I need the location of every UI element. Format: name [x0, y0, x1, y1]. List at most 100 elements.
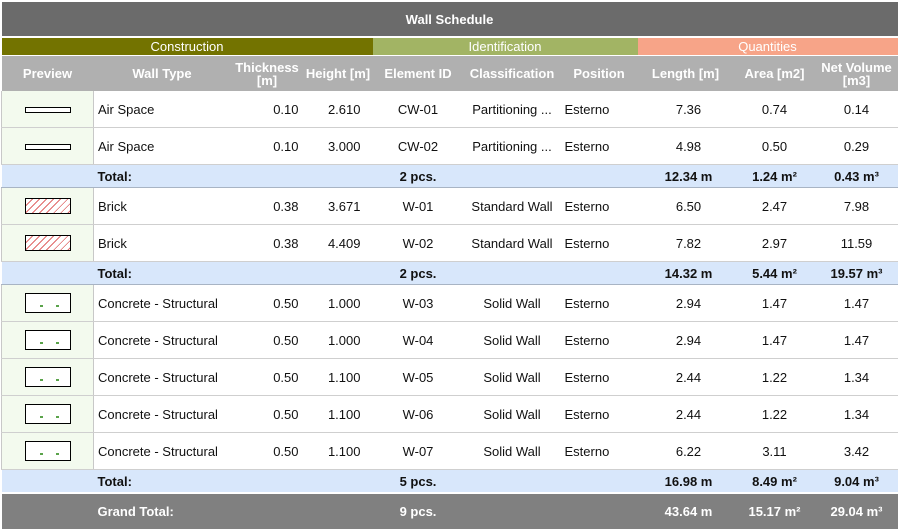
length-cell: 2.94 [637, 284, 734, 322]
area-cell: 2.47 [733, 187, 816, 225]
table-row[interactable]: Brick 0.38 4.409 W-02 Standard Wall Este… [1, 224, 898, 262]
height-cell: 4.409 [303, 224, 373, 262]
classification-cell: Partitioning ... [463, 127, 561, 165]
wall-type-cell: Concrete - Structural [93, 284, 231, 322]
col-header-element-id[interactable]: Element ID [372, 55, 464, 91]
thickness-cell: 0.50 [230, 432, 304, 470]
element-id-cell: W-03 [372, 284, 464, 322]
wall-type-cell: Concrete - Structural [93, 321, 231, 359]
grand-total-count: 9 pcs. [372, 492, 464, 529]
total-count: 5 pcs. [372, 469, 464, 494]
col-header-length[interactable]: Length [m] [637, 55, 734, 91]
group-identification: Identification [372, 37, 638, 56]
preview-cell [1, 284, 94, 322]
classification-cell: Partitioning ... [463, 91, 561, 128]
position-cell: Esterno [560, 127, 638, 165]
preview-cell [1, 127, 94, 165]
length-cell: 4.98 [637, 127, 734, 165]
net-volume-cell: 0.14 [815, 91, 898, 128]
element-id-cell: W-05 [372, 358, 464, 396]
element-id-cell: CW-01 [372, 91, 464, 128]
wall-type-cell: Concrete - Structural [93, 432, 231, 470]
net-volume-cell: 1.34 [815, 358, 898, 396]
length-cell: 7.82 [637, 224, 734, 262]
table-row[interactable]: Brick 0.38 3.671 W-01 Standard Wall Este… [1, 187, 898, 225]
preview-cell [1, 187, 94, 225]
col-header-classification[interactable]: Classification [463, 55, 561, 91]
brick-hatch-swatch-icon [24, 235, 71, 252]
net-volume-cell: 7.98 [815, 187, 898, 225]
position-cell: Esterno [560, 284, 638, 322]
concrete-swatch-icon [24, 441, 71, 461]
thickness-cell: 0.50 [230, 321, 304, 359]
classification-cell: Solid Wall [463, 284, 561, 322]
net-volume-cell: 1.34 [815, 395, 898, 433]
total-label: Total: [93, 469, 231, 494]
grand-total-net-volume: 29.04 m³ [815, 492, 898, 529]
column-header-row: Preview Wall Type Thickness [m] Height [… [1, 55, 898, 91]
total-length: 12.34 m [637, 164, 734, 188]
position-cell: Esterno [560, 91, 638, 128]
area-cell: 0.50 [733, 127, 816, 165]
brick-hatch-swatch-icon [24, 198, 71, 215]
thickness-cell: 0.38 [230, 224, 304, 262]
preview-cell [1, 395, 94, 433]
table-row[interactable]: Air Space 0.10 3.000 CW-02 Partitioning … [1, 127, 898, 165]
area-cell: 3.11 [733, 432, 816, 470]
classification-cell: Solid Wall [463, 432, 561, 470]
table-row[interactable]: Concrete - Structural 0.50 1.100 W-05 So… [1, 358, 898, 396]
grand-total-row: Grand Total: 9 pcs. 43.64 m 15.17 m² 29.… [1, 492, 898, 529]
height-cell: 3.671 [303, 187, 373, 225]
table-row[interactable]: Concrete - Structural 0.50 1.100 W-07 So… [1, 432, 898, 470]
height-cell: 1.100 [303, 432, 373, 470]
wall-type-cell: Brick [93, 187, 231, 225]
col-header-thickness[interactable]: Thickness [m] [230, 55, 304, 91]
col-header-area[interactable]: Area [m2] [733, 55, 816, 91]
preview-cell [1, 321, 94, 359]
concrete-swatch-icon [24, 367, 71, 387]
grand-total-label: Grand Total: [93, 492, 231, 529]
title-bar: Wall Schedule [1, 2, 898, 38]
height-cell: 3.000 [303, 127, 373, 165]
total-net-volume: 19.57 m³ [815, 261, 898, 285]
net-volume-cell: 3.42 [815, 432, 898, 470]
table-row[interactable]: Concrete - Structural 0.50 1.000 W-03 So… [1, 284, 898, 322]
classification-cell: Solid Wall [463, 395, 561, 433]
col-header-preview[interactable]: Preview [1, 55, 94, 91]
preview-cell [1, 91, 94, 128]
group-construction: Construction [1, 37, 373, 56]
classification-cell: Solid Wall [463, 321, 561, 359]
net-volume-cell: 1.47 [815, 284, 898, 322]
area-cell: 2.97 [733, 224, 816, 262]
element-id-cell: W-02 [372, 224, 464, 262]
concrete-swatch-icon [24, 293, 71, 313]
classification-cell: Standard Wall [463, 187, 561, 225]
area-cell: 0.74 [733, 91, 816, 128]
length-cell: 2.44 [637, 358, 734, 396]
preview-cell [1, 224, 94, 262]
length-cell: 2.94 [637, 321, 734, 359]
total-net-volume: 9.04 m³ [815, 469, 898, 494]
thickness-cell: 0.38 [230, 187, 304, 225]
thickness-cell: 0.50 [230, 284, 304, 322]
concrete-swatch-icon [24, 404, 71, 424]
net-volume-cell: 0.29 [815, 127, 898, 165]
col-header-height[interactable]: Height [m] [303, 55, 373, 91]
table-row[interactable]: Air Space 0.10 2.610 CW-01 Partitioning … [1, 91, 898, 128]
col-header-net-volume[interactable]: Net Volume [m3] [815, 55, 898, 91]
total-area: 5.44 m² [733, 261, 816, 285]
total-net-volume: 0.43 m³ [815, 164, 898, 188]
table-row[interactable]: Concrete - Structural 0.50 1.000 W-04 So… [1, 321, 898, 359]
col-header-wall-type[interactable]: Wall Type [93, 55, 231, 91]
element-id-cell: CW-02 [372, 127, 464, 165]
position-cell: Esterno [560, 395, 638, 433]
col-header-position[interactable]: Position [560, 55, 638, 91]
area-cell: 1.22 [733, 358, 816, 396]
total-length: 14.32 m [637, 261, 734, 285]
grand-total-length: 43.64 m [637, 492, 734, 529]
total-area: 8.49 m² [733, 469, 816, 494]
table-row[interactable]: Concrete - Structural 0.50 1.100 W-06 So… [1, 395, 898, 433]
net-volume-cell: 11.59 [815, 224, 898, 262]
position-cell: Esterno [560, 358, 638, 396]
